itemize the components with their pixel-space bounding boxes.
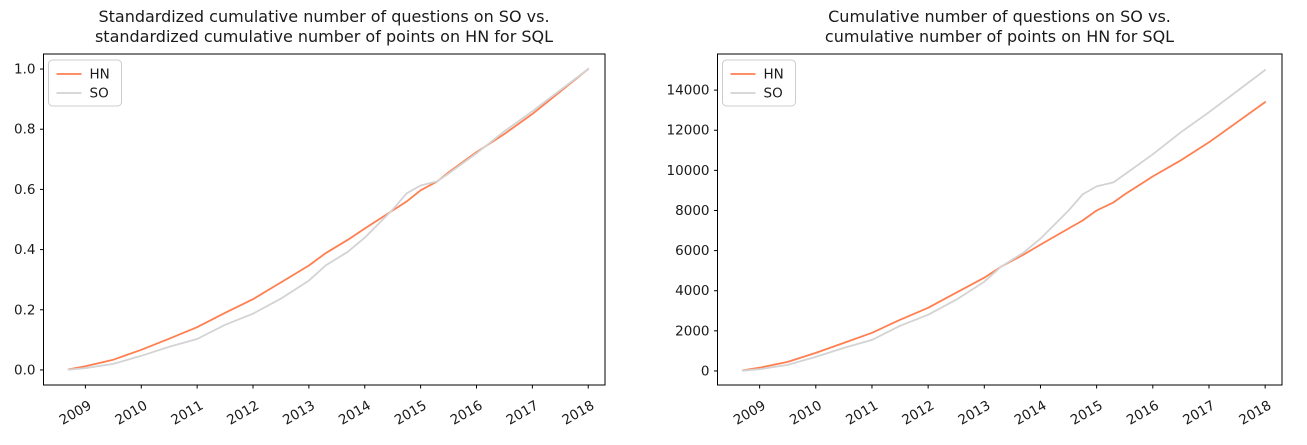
y-tick-label: 0.8	[14, 122, 35, 138]
y-tick-label: 0	[701, 363, 710, 379]
x-tick-label: 2016	[448, 398, 486, 429]
y-tick-label: 4000	[675, 283, 709, 299]
hn-legend-label: HN	[764, 67, 784, 83]
left-chart-title: Standardized cumulative number of questi…	[43, 7, 605, 47]
y-tick-label: 0.6	[14, 182, 35, 198]
x-tick-label: 2010	[113, 398, 151, 429]
right-chart-title-line-2: cumulative number of points on HN for SQ…	[824, 27, 1175, 46]
hn-line	[741, 101, 1266, 372]
x-tick-label: 2009	[57, 398, 95, 429]
y-tick-label: 12000	[667, 123, 710, 139]
left-chart-title-line-1: Standardized cumulative number of questi…	[98, 7, 550, 26]
so-legend-label: SO	[764, 86, 783, 102]
left-chart: 2009 2010 2011 2012 2013 2014 2015 2016 2017 2018…	[14, 53, 606, 429]
right-chart-title-line-1: Cumulative number of questions on SO vs.	[828, 7, 1171, 26]
so-legend-label: SO	[90, 86, 109, 102]
y-tick-label: 10000	[667, 163, 710, 179]
y-tick-label: 14000	[667, 83, 710, 99]
x-tick-label: 2018	[1236, 398, 1274, 429]
x-tick-label: 2012	[224, 398, 262, 429]
right-chart-title: Cumulative number of questions on SO vs.…	[717, 7, 1282, 47]
x-tick-label: 2015	[392, 398, 430, 429]
x-tick-label: 2017	[504, 398, 542, 429]
x-tick-label: 2016	[1124, 398, 1162, 429]
x-tick-label: 2010	[787, 398, 825, 429]
y-tick-label: 1.0	[14, 62, 35, 78]
legend-box	[48, 59, 122, 107]
y-tick-label: 0.4	[14, 242, 35, 258]
y-tick-label: 2000	[675, 323, 709, 339]
x-tick-label: 2011	[168, 398, 206, 429]
y-tick-label: 0.2	[14, 302, 35, 318]
x-tick-label: 2013	[280, 398, 318, 429]
x-tick-label: 2014	[1012, 398, 1050, 429]
x-tick-label: 2015	[1068, 398, 1106, 429]
plot-frame	[717, 53, 1283, 386]
x-tick-label: 2018	[559, 398, 597, 429]
x-tick-label: 2009	[731, 398, 769, 429]
y-tick-label: 0.0	[14, 362, 35, 378]
right-chart: 2009 2010 2011 2012 2013 2014 2015 2016 2017 2018…	[667, 53, 1283, 429]
left-chart-title-line-2: standardized cumulative number of points…	[94, 27, 554, 46]
so-line	[741, 69, 1266, 372]
x-tick-label: 2017	[1180, 398, 1218, 429]
legend-box	[722, 59, 796, 107]
y-tick-label: 8000	[675, 203, 709, 219]
x-tick-label: 2013	[956, 398, 994, 429]
y-tick-label: 6000	[675, 243, 709, 259]
x-tick-label: 2014	[336, 398, 374, 429]
legend: HN SO	[722, 59, 796, 107]
so-line	[67, 68, 590, 371]
legend: HN SO	[48, 59, 122, 107]
hn-legend-label: HN	[90, 67, 110, 83]
plot-frame	[43, 53, 606, 386]
x-tick-label: 2012	[899, 398, 937, 429]
x-tick-label: 2011	[843, 398, 881, 429]
